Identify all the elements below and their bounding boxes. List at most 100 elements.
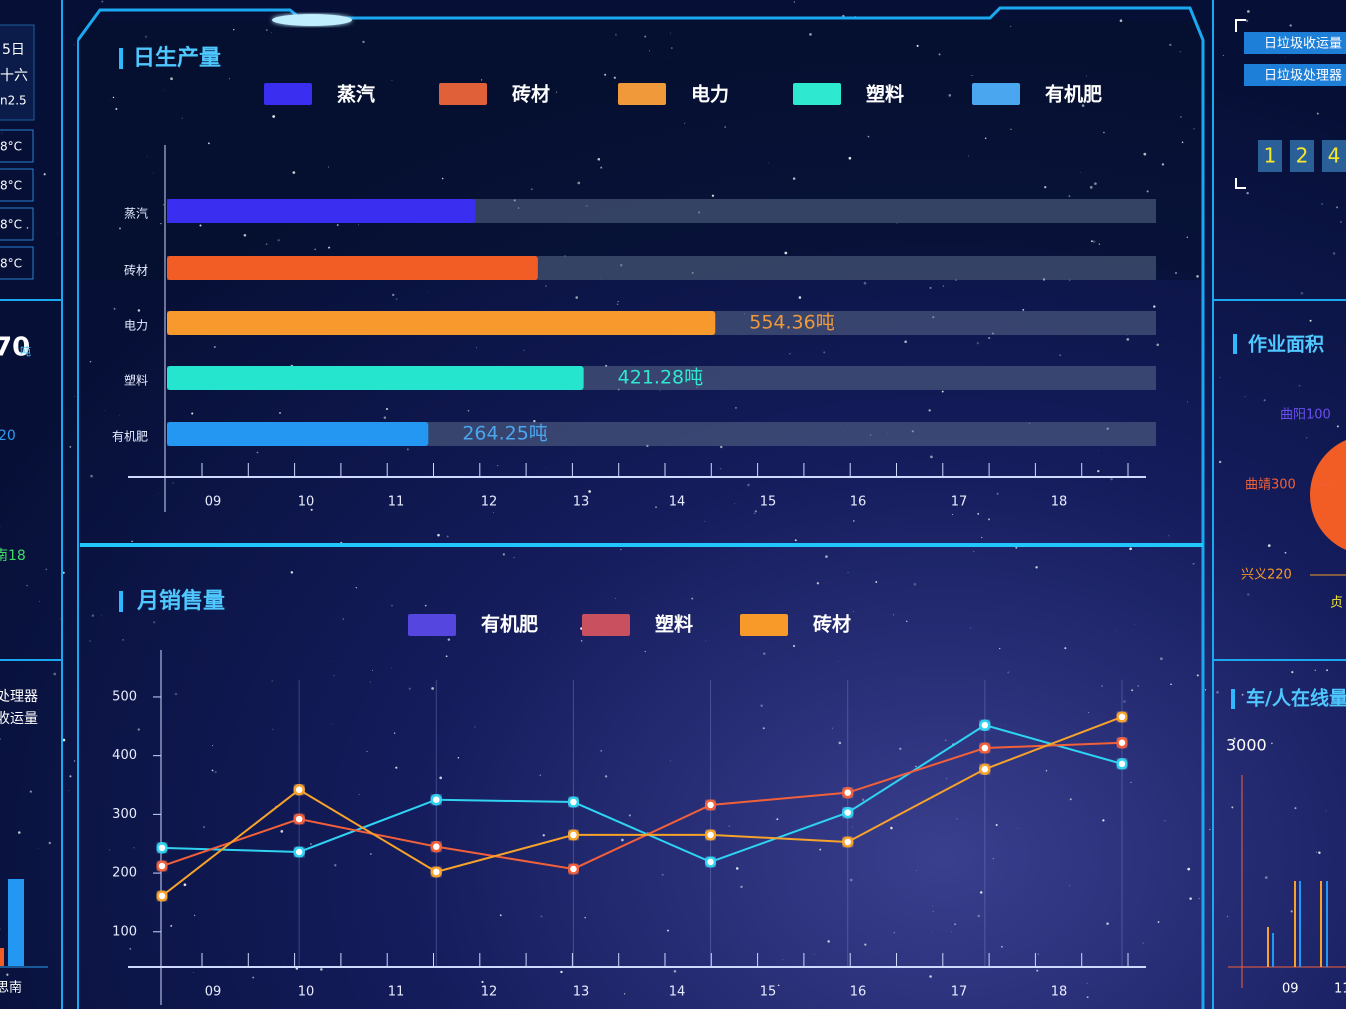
star [735,406,737,409]
star [355,586,358,589]
y-tick-label: 200 [112,866,137,881]
star [107,108,109,110]
star [760,704,763,707]
star [310,508,313,511]
star [1284,56,1286,58]
button-label[interactable]: 日垃圾收运量 [1264,37,1342,52]
star [1115,630,1117,632]
star [89,360,92,363]
right-panel: 日垃圾收运量 日垃圾处理器 1 2 4 作业面积 曲阳100 曲靖300 兴义2… [1226,32,1346,997]
star [1142,942,1144,944]
star [292,171,296,174]
point [156,890,168,902]
star [146,322,148,324]
point [430,840,443,853]
star [720,445,723,449]
star [1186,236,1188,238]
star [214,770,217,774]
star [447,638,451,641]
star [272,115,276,118]
star [252,976,255,979]
star [1059,354,1062,357]
star [1069,798,1072,801]
star [999,647,1001,650]
star [1271,742,1273,745]
star [1164,820,1166,822]
star [1131,689,1134,692]
star [191,412,194,415]
star [1098,450,1100,451]
star [979,891,983,894]
star [1169,43,1172,46]
star [827,940,830,943]
star [391,667,392,669]
star [1081,104,1085,107]
star [776,818,779,821]
star [705,640,707,642]
star [131,540,133,543]
star [172,482,174,484]
point [841,786,854,799]
star [53,672,57,676]
button-label[interactable]: 日垃圾处理器 [1264,69,1342,84]
star [1321,203,1323,205]
lunar: 十六 [0,68,28,84]
star [928,409,931,412]
star [211,745,214,747]
star [1326,669,1329,672]
star [137,728,140,731]
star [499,914,502,917]
star [1146,190,1149,193]
star [1103,131,1105,134]
x-label: 11 [388,985,405,1000]
star [271,680,273,682]
star [1191,563,1193,565]
star [614,33,617,36]
star [864,943,867,946]
star [155,429,157,430]
star [916,44,919,47]
legend-label: 砖材 [512,83,550,106]
star [1090,240,1093,243]
x-label: 12 [481,495,498,510]
star [813,953,815,955]
star [600,749,603,752]
point [567,863,580,875]
title-bar [119,591,123,612]
star [437,533,440,537]
star [734,503,735,504]
star [1153,305,1156,308]
star [580,640,583,642]
series-line [161,715,1123,897]
star [327,166,330,168]
star [740,885,743,889]
star [1015,546,1018,549]
star [691,597,694,600]
pie-part [1309,440,1346,550]
star [1274,821,1275,823]
button[interactable] [1244,64,1346,86]
star [357,224,359,226]
star [372,669,373,671]
online-bar [1326,881,1328,967]
point [1116,737,1128,749]
star [970,627,972,629]
star [396,298,398,300]
star [670,32,671,34]
star [823,351,826,354]
star [704,520,706,523]
star [816,582,819,585]
star [992,857,994,860]
star [1000,945,1003,948]
temp-box [0,207,34,241]
temp-box [0,129,34,163]
button[interactable] [1244,32,1346,54]
star [502,553,506,556]
star [831,727,833,729]
star [115,107,118,111]
digit-box [1258,140,1282,172]
star [545,285,547,287]
star [1284,551,1287,554]
star [1262,697,1264,698]
